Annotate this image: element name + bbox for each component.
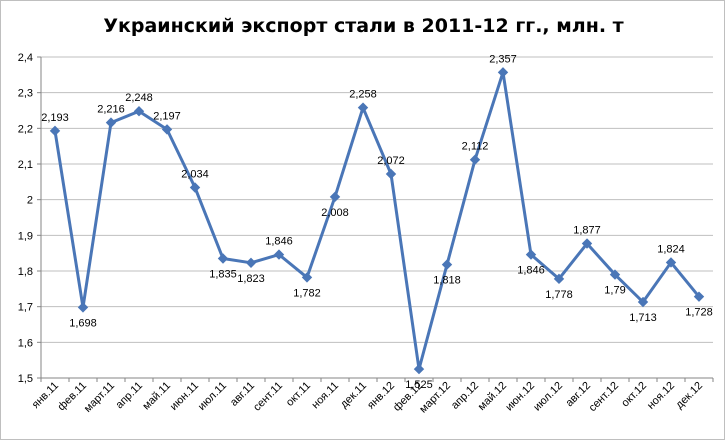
x-tick-label: июл.11 bbox=[196, 380, 229, 413]
data-point bbox=[665, 257, 677, 268]
data-label: 2,008 bbox=[321, 207, 349, 219]
data-point bbox=[637, 296, 649, 308]
data-label: 2,357 bbox=[489, 53, 517, 65]
data-label: 1,846 bbox=[265, 236, 293, 248]
data-label: 1,835 bbox=[209, 269, 237, 281]
data-label: 2,112 bbox=[462, 141, 489, 153]
data-point bbox=[189, 182, 201, 193]
data-point bbox=[553, 273, 565, 285]
data-label: 2,034 bbox=[181, 169, 209, 181]
y-tick-label: 2,2 bbox=[18, 123, 33, 135]
y-tick-label: 2,1 bbox=[18, 159, 33, 171]
y-tick-label: 1,7 bbox=[18, 302, 33, 314]
data-label: 2,248 bbox=[125, 92, 153, 104]
y-tick-label: 2 bbox=[27, 195, 33, 207]
data-point bbox=[441, 259, 453, 270]
x-tick-label: апр.12 bbox=[449, 380, 481, 412]
data-label: 2,258 bbox=[349, 89, 377, 101]
data-point bbox=[497, 67, 509, 78]
data-point bbox=[273, 249, 285, 260]
data-label: 2,193 bbox=[41, 112, 69, 124]
x-tick-label: дек.12 bbox=[674, 380, 706, 412]
data-point bbox=[217, 253, 229, 264]
x-tick-label: окт.12 bbox=[619, 380, 649, 410]
y-tick-label: 1,9 bbox=[18, 230, 33, 242]
x-tick-label: май.12 bbox=[476, 380, 509, 413]
data-label: 1,79 bbox=[604, 285, 625, 297]
x-tick-label: дек.11 bbox=[338, 380, 369, 411]
y-tick-label: 1,6 bbox=[18, 337, 33, 349]
series-line bbox=[53, 70, 701, 371]
data-point bbox=[357, 102, 369, 113]
x-tick-label: май.11 bbox=[140, 380, 173, 413]
data-label: 1,846 bbox=[517, 265, 545, 277]
x-tick-label: апр.11 bbox=[114, 380, 146, 412]
data-point bbox=[105, 117, 117, 128]
x-tick-label: ноя.12 bbox=[645, 380, 677, 412]
data-label: 1,728 bbox=[685, 307, 713, 319]
data-label: 2,197 bbox=[153, 110, 181, 122]
data-point bbox=[77, 302, 89, 313]
y-tick-label: 2,4 bbox=[18, 52, 33, 64]
data-label: 1,824 bbox=[657, 243, 685, 255]
x-tick-label: ноя.11 bbox=[310, 380, 342, 412]
data-label: 2,216 bbox=[97, 104, 125, 116]
data-point bbox=[581, 238, 593, 249]
data-point bbox=[385, 168, 397, 180]
x-tick-label: июн.11 bbox=[168, 380, 201, 413]
data-point bbox=[49, 125, 61, 137]
data-label: 1,778 bbox=[545, 289, 573, 301]
data-label: 1,877 bbox=[573, 225, 601, 237]
data-label: 2,072 bbox=[377, 155, 405, 167]
data-point bbox=[469, 154, 481, 165]
chart-title: Украинский экспорт стали в 2011-12 гг., … bbox=[103, 15, 624, 37]
data-point bbox=[245, 257, 257, 269]
data-point bbox=[133, 106, 145, 117]
data-label: 1,823 bbox=[237, 273, 265, 285]
data-point bbox=[161, 124, 173, 135]
x-tick-label: март.11 bbox=[82, 380, 117, 415]
y-tick-label: 2,3 bbox=[18, 88, 33, 100]
y-tick-label: 1,8 bbox=[18, 266, 33, 278]
data-label: 1,782 bbox=[293, 287, 321, 299]
x-tick-label: сент.12 bbox=[587, 380, 622, 415]
data-label: 1,713 bbox=[629, 312, 657, 324]
y-tick-label: 1,5 bbox=[18, 373, 33, 385]
x-tick-label: окт.11 bbox=[284, 380, 313, 409]
data-label: 1,698 bbox=[69, 317, 97, 329]
x-tick-label: июл.12 bbox=[531, 380, 565, 414]
data-point bbox=[693, 291, 705, 302]
data-point bbox=[525, 249, 537, 260]
data-point bbox=[609, 269, 621, 280]
x-tick-label: июн.12 bbox=[503, 380, 537, 414]
data-point bbox=[329, 191, 341, 203]
data-point bbox=[301, 272, 313, 283]
data-point bbox=[413, 363, 425, 375]
data-label: 1,525 bbox=[405, 379, 433, 391]
data-label: 1,818 bbox=[433, 275, 461, 287]
x-tick-label: сент.11 bbox=[251, 380, 285, 414]
